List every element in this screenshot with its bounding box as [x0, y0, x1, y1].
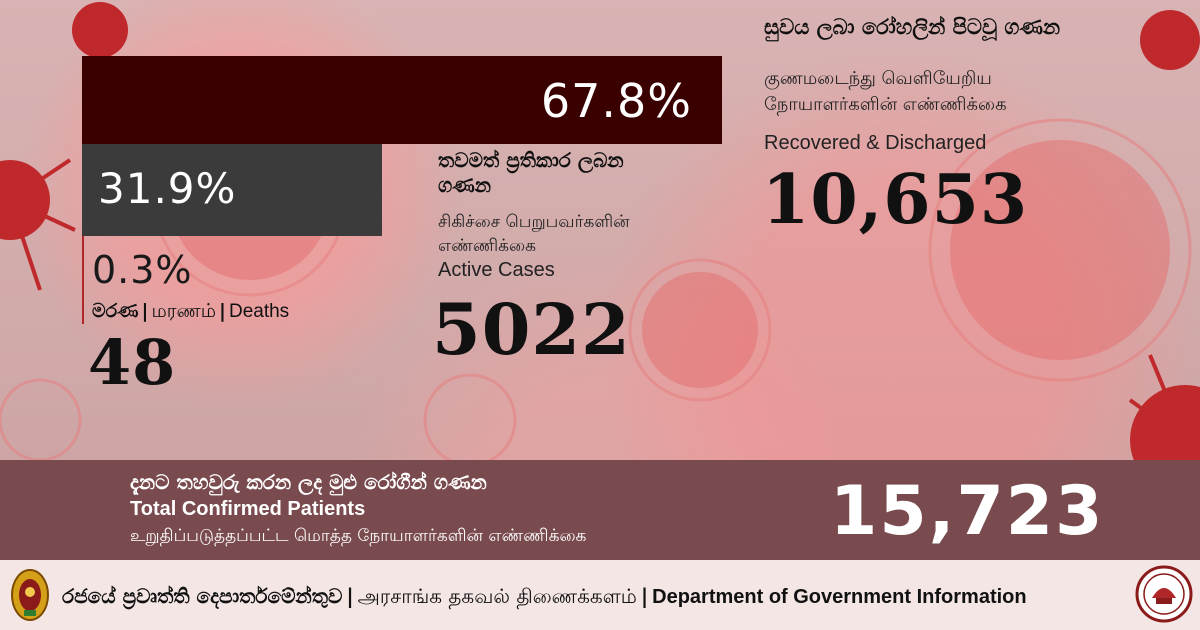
- deaths-count: 48: [88, 326, 177, 399]
- recovered-label-si: සුවය ලබා රෝහලින් පිටවූ ගණන: [764, 15, 1061, 39]
- department-name: රජයේ ප්‍රවෘත්ති දෙපාර්තමේන්තුව | அரசாங்க த…: [62, 584, 1027, 611]
- footer: රජයේ ප්‍රවෘත්ති දෙපාර්තමේන්තුව | அரசாங்க த…: [0, 560, 1200, 630]
- active-label-en: Active Cases: [438, 259, 555, 281]
- deaths-label: මරණ | மரணம் | Deaths: [92, 300, 289, 325]
- total-label-si: දැනට තහවුරු කරන ලද මුළු රෝගීන් ගණන: [130, 470, 487, 494]
- active-percent: 31.9%: [98, 164, 237, 213]
- deaths-label-en: Deaths: [228, 301, 290, 322]
- active-label-si: තවමත් ප්‍රතිකාර ලබන ගණන: [438, 148, 624, 197]
- total-label-ta: உறுதிப்படுத்தப்பட்ட மொத்த நோயாளர்களின் எ…: [130, 526, 587, 546]
- active-label-ta: சிகிச்சை பெறுபவர்களின் எண்ணிக்கை: [438, 212, 630, 256]
- department-ta: அரசாங்க தகவல் திணைக்களம்: [357, 584, 637, 608]
- active-bar: 31.9%: [82, 144, 382, 236]
- footer-separator-1: |: [346, 584, 354, 608]
- department-si: රජයේ ප්‍රවෘත්ති දෙපාර්තමේන්තුව: [62, 584, 343, 608]
- deaths-separator-2: |: [219, 300, 226, 322]
- total-count: 15,723: [830, 472, 1105, 551]
- total-label-en: Total Confirmed Patients: [130, 498, 366, 520]
- deaths-percent: 0.3%: [92, 248, 193, 292]
- recovered-label-en: Recovered & Discharged: [764, 132, 987, 154]
- recovered-percent: 67.8%: [540, 74, 692, 128]
- recovered-label-ta: குணமடைந்து வெளியேறிய நோயாளர்களின் எண்ணிக…: [764, 68, 1007, 115]
- total-confirmed-band: දැනට තහවුරු කරන ලද මුළු රෝගීන් ගණන Total…: [0, 460, 1200, 560]
- deaths-separator: |: [141, 300, 149, 322]
- deaths-marker: [82, 236, 84, 324]
- deaths-label-si: මරණ: [92, 300, 139, 322]
- deaths-label-ta: மரணம்: [151, 300, 217, 322]
- sri-lanka-emblem-icon: [11, 569, 49, 621]
- department-seal-icon: [1135, 565, 1193, 623]
- recovered-bar: 67.8%: [82, 56, 722, 144]
- active-count: 5022: [432, 288, 631, 371]
- footer-separator-2: |: [640, 584, 649, 608]
- department-en: Department of Government Information: [652, 586, 1027, 608]
- recovered-count: 10,653: [762, 160, 1029, 240]
